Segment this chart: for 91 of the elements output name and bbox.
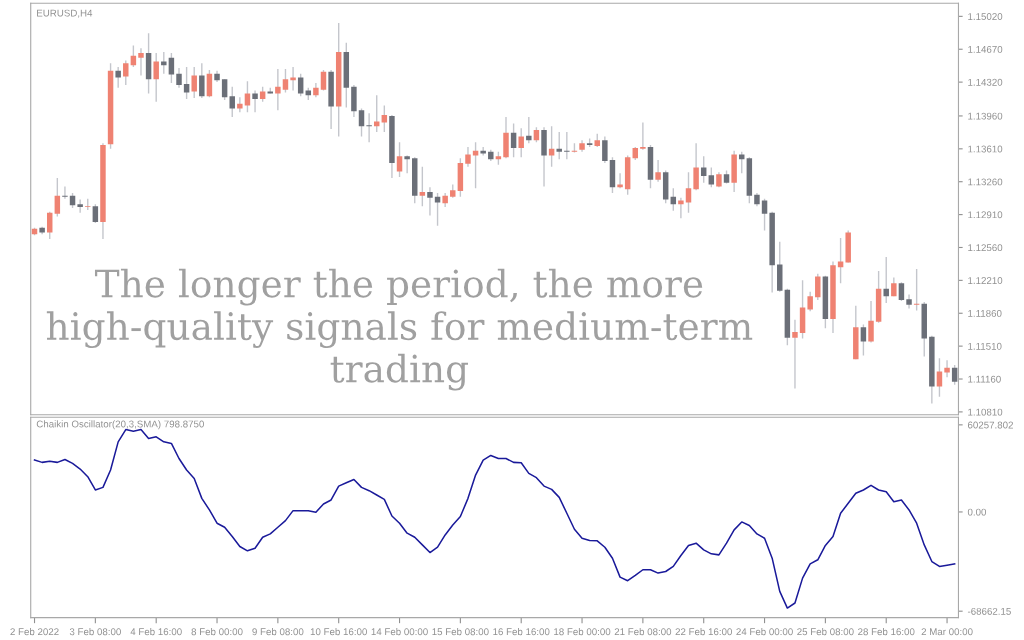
y-tick-label: 1.12210	[968, 277, 1003, 284]
text: EURUSD,H4	[37, 9, 93, 18]
y-tick-label: 1.13610	[968, 145, 1003, 153]
y-tick-label: 1.13960	[968, 112, 1003, 120]
candlestick	[807, 290, 813, 313]
y-tick-label: 1.11860	[968, 309, 1002, 317]
y-tick-label: 1.13260	[968, 178, 1003, 186]
chart-title: Chaikin Oscillator(20,3,SMA) 798.8750	[36, 420, 204, 430]
annotation: The longer the period, the more high-quality signals for medium-term trading	[46, 268, 753, 391]
candlestick	[176, 67, 182, 89]
x-tick-label: 2 Mar 00:00	[921, 628, 973, 636]
x-tick-label: 21 Feb 08:00	[614, 628, 672, 636]
candlestick	[693, 142, 699, 191]
candlestick	[860, 323, 867, 357]
candlestick	[92, 203, 99, 224]
candlestick	[229, 86, 235, 118]
candlestick	[761, 197, 768, 232]
y-tick-label: 1.11510	[968, 342, 1002, 350]
candlestick	[153, 52, 159, 103]
y-tick-label: 1.11160	[968, 375, 1001, 383]
candlestick	[366, 112, 372, 143]
candlestick	[161, 51, 167, 75]
x-tick-label: 14 Feb 00:00	[371, 628, 428, 636]
x-tick-label: 3 Feb 08:00	[69, 628, 121, 636]
x-tick-label: 24 Feb 00:00	[736, 628, 793, 636]
candlestick	[883, 256, 889, 304]
x-tick-label: 18 Feb 00:00	[554, 628, 611, 636]
candlestick	[396, 141, 403, 178]
x-tick-label: 22 Feb 16:00	[675, 628, 732, 636]
candlestick	[404, 154, 410, 174]
candlestick	[252, 89, 258, 113]
candlestick	[275, 68, 281, 112]
x-tick-label: 8 Feb 00:00	[191, 628, 243, 636]
candlestick	[685, 171, 692, 214]
candlestick	[62, 185, 68, 200]
candlestick	[244, 80, 251, 113]
y-tick-label: 1.10810	[968, 408, 1003, 416]
candlestick	[510, 122, 517, 158]
candlestick	[237, 96, 243, 113]
candlestick	[564, 131, 570, 160]
candlestick	[792, 319, 798, 390]
candlestick	[602, 135, 608, 164]
x-tick-label: 4 Feb 16:00	[130, 628, 182, 636]
y-tick-label: 60257.802	[967, 421, 1013, 429]
candlestick	[898, 281, 905, 302]
candlestick	[54, 177, 61, 218]
candlestick	[123, 59, 129, 86]
candlestick	[381, 104, 388, 133]
candlestick	[221, 78, 228, 101]
candlestick	[191, 66, 197, 99]
candlestick	[655, 159, 661, 183]
candlestick	[297, 72, 304, 97]
candlestick	[138, 47, 144, 77]
candlestick	[944, 359, 950, 378]
y-tick-label: 0.00	[967, 508, 987, 516]
y-tick-label: 1.12910	[968, 211, 1003, 219]
candlestick	[168, 52, 175, 84]
candlestick	[868, 300, 874, 344]
candlestick	[739, 150, 745, 174]
candlestick	[640, 121, 646, 151]
candlestick	[199, 62, 205, 99]
y-tick-label: -68662.15	[967, 607, 1011, 615]
candlestick	[708, 166, 715, 189]
y-tick-label: 1.14320	[968, 78, 1003, 86]
y-tick-label: 1.14670	[968, 45, 1003, 53]
candlestick	[556, 131, 562, 160]
x-tick-label: 10 Feb 16:00	[310, 628, 367, 636]
y-tick-label: 1.12560	[968, 244, 1003, 252]
candlestick	[419, 165, 426, 207]
y-tick-label: 1.15020	[968, 13, 1003, 20]
x-tick-label: 15 Feb 08:00	[432, 628, 489, 636]
candlestick	[465, 146, 471, 168]
x-tick-label: 16 Feb 16:00	[493, 628, 550, 636]
candlestick	[518, 127, 524, 158]
candlestick	[358, 107, 365, 138]
candlestick	[115, 66, 121, 89]
candlestick	[282, 68, 289, 94]
x-tick-label: 9 Feb 08:00	[252, 628, 304, 636]
candlestick	[526, 116, 532, 144]
candlestick	[427, 186, 433, 217]
x-tick-label: 2 Feb 2022	[10, 628, 59, 636]
x-tick-label: 28 Feb 16:00	[858, 628, 915, 636]
candlestick	[290, 66, 296, 92]
candlestick	[815, 273, 821, 301]
candlestick	[913, 268, 920, 312]
candlestick	[906, 293, 912, 310]
candlestick	[936, 357, 943, 398]
candlestick	[320, 69, 327, 92]
candlestick	[77, 198, 83, 214]
x-tick-label: 25 Feb 08:00	[797, 628, 854, 636]
line-series	[33, 428, 956, 609]
